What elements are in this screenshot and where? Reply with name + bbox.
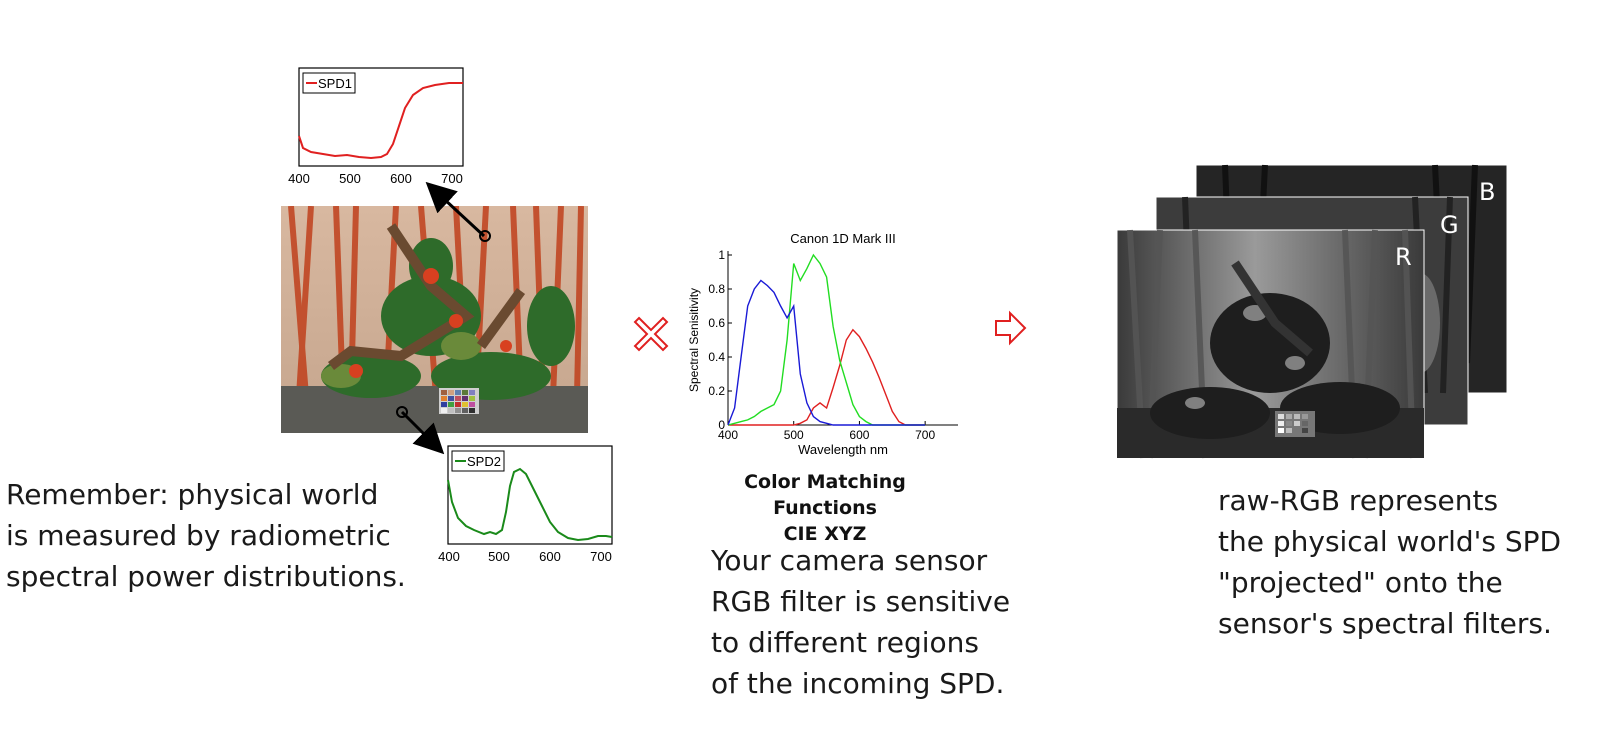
- pointer-arrows: [396, 181, 491, 455]
- middle-text-line-1: Your camera sensor: [711, 544, 988, 577]
- sensitivity-chart: Canon 1D Mark III Spectral Senisitivity …: [687, 231, 958, 457]
- left-text-line-2: is measured by radiometric: [6, 519, 391, 552]
- middle-text-line-3: to different regions: [711, 626, 979, 659]
- chart-x-tick-label: 700: [915, 428, 935, 442]
- spd1-legend-label: SPD1: [318, 76, 352, 91]
- right-text-block: raw-RGB represents the physical world's …: [1218, 480, 1561, 644]
- spd1-plot: SPD1 400 500 600 700: [288, 67, 464, 186]
- chart-series-blue: [727, 279, 926, 426]
- chart-y-tick-label: 0.4: [708, 350, 725, 364]
- spd1-tick-600: 600: [390, 171, 412, 186]
- spd2-pointer: [396, 406, 445, 455]
- scene-photo: [281, 206, 588, 433]
- layer-r: R: [1116, 229, 1425, 459]
- right-text-line-2: the physical world's SPD: [1218, 525, 1562, 558]
- spd1-pointer: [425, 181, 491, 242]
- spd1-curve: [298, 82, 463, 160]
- caption-line-1: Color Matching Functions: [744, 471, 906, 519]
- chart-caption: Color Matching Functions CIE XYZ: [690, 469, 960, 547]
- caption-line-2: CIE XYZ: [783, 523, 867, 545]
- multiply-icon: [633, 316, 669, 352]
- chart-series-green: [727, 253, 926, 426]
- right-text-line-4: sensor's spectral filters.: [1218, 607, 1552, 640]
- chart-series-red: [728, 328, 926, 426]
- right-text-line-3: "projected" onto the: [1218, 566, 1503, 599]
- middle-text-block: Your camera sensor RGB filter is sensiti…: [711, 540, 1010, 704]
- layer-r-label: R: [1395, 243, 1412, 271]
- spd2-tick-600: 600: [539, 549, 561, 564]
- spd2-tick-700: 700: [590, 549, 612, 564]
- arrow-right-icon: [995, 310, 1027, 346]
- chart-x-tick-label: 600: [849, 428, 869, 442]
- layer-g-label: G: [1440, 211, 1459, 239]
- spd2-curve: [447, 467, 613, 542]
- layer-b-label: B: [1479, 178, 1495, 206]
- chart-y-ticks: 0 0.2 0.4 0.6 0.8 1: [708, 248, 732, 432]
- chart-title: Canon 1D Mark III: [790, 231, 896, 246]
- spd2-x-ticks: 400 500 600 700: [438, 549, 612, 564]
- spd2-tick-400: 400: [438, 549, 460, 564]
- chart-y-tick-label: 0.6: [708, 316, 725, 330]
- chart-y-tick-label: 1: [718, 248, 725, 262]
- chart-x-tick-label: 500: [784, 428, 804, 442]
- chart-y-tick-label: 0: [718, 418, 725, 432]
- chart-y-tick-label: 0.2: [708, 384, 725, 398]
- chart-axes: [727, 251, 958, 426]
- spd1-legend-box: [302, 72, 356, 94]
- rgb-layer-stack: B G R: [1116, 164, 1508, 459]
- middle-text-line-4: of the incoming SPD.: [711, 667, 1005, 700]
- spd2-legend-box: [451, 450, 505, 472]
- chart-ylabel: Spectral Senisitivity: [687, 288, 701, 392]
- chart-series: [727, 253, 926, 426]
- right-text-line-1: raw-RGB represents: [1218, 484, 1499, 517]
- spd1-tick-500: 500: [339, 171, 361, 186]
- chart-x-ticks: 400 500 600 700: [718, 421, 935, 442]
- chart-x-tick-label: 400: [718, 428, 738, 442]
- chart-y-tick-label: 0.8: [708, 282, 725, 296]
- spd2-plot: SPD2 400 500 600 700: [438, 445, 613, 564]
- spd2-tick-500: 500: [488, 549, 510, 564]
- spd1-tick-400: 400: [288, 171, 310, 186]
- left-text-block: Remember: physical world is measured by …: [6, 474, 406, 597]
- middle-text-line-2: RGB filter is sensitive: [711, 585, 1011, 618]
- left-text-line-1: Remember: physical world: [6, 478, 379, 511]
- spd2-legend-label: SPD2: [467, 454, 501, 469]
- left-text-line-3: spectral power distributions.: [6, 560, 406, 593]
- chart-xlabel: Wavelength nm: [798, 442, 888, 457]
